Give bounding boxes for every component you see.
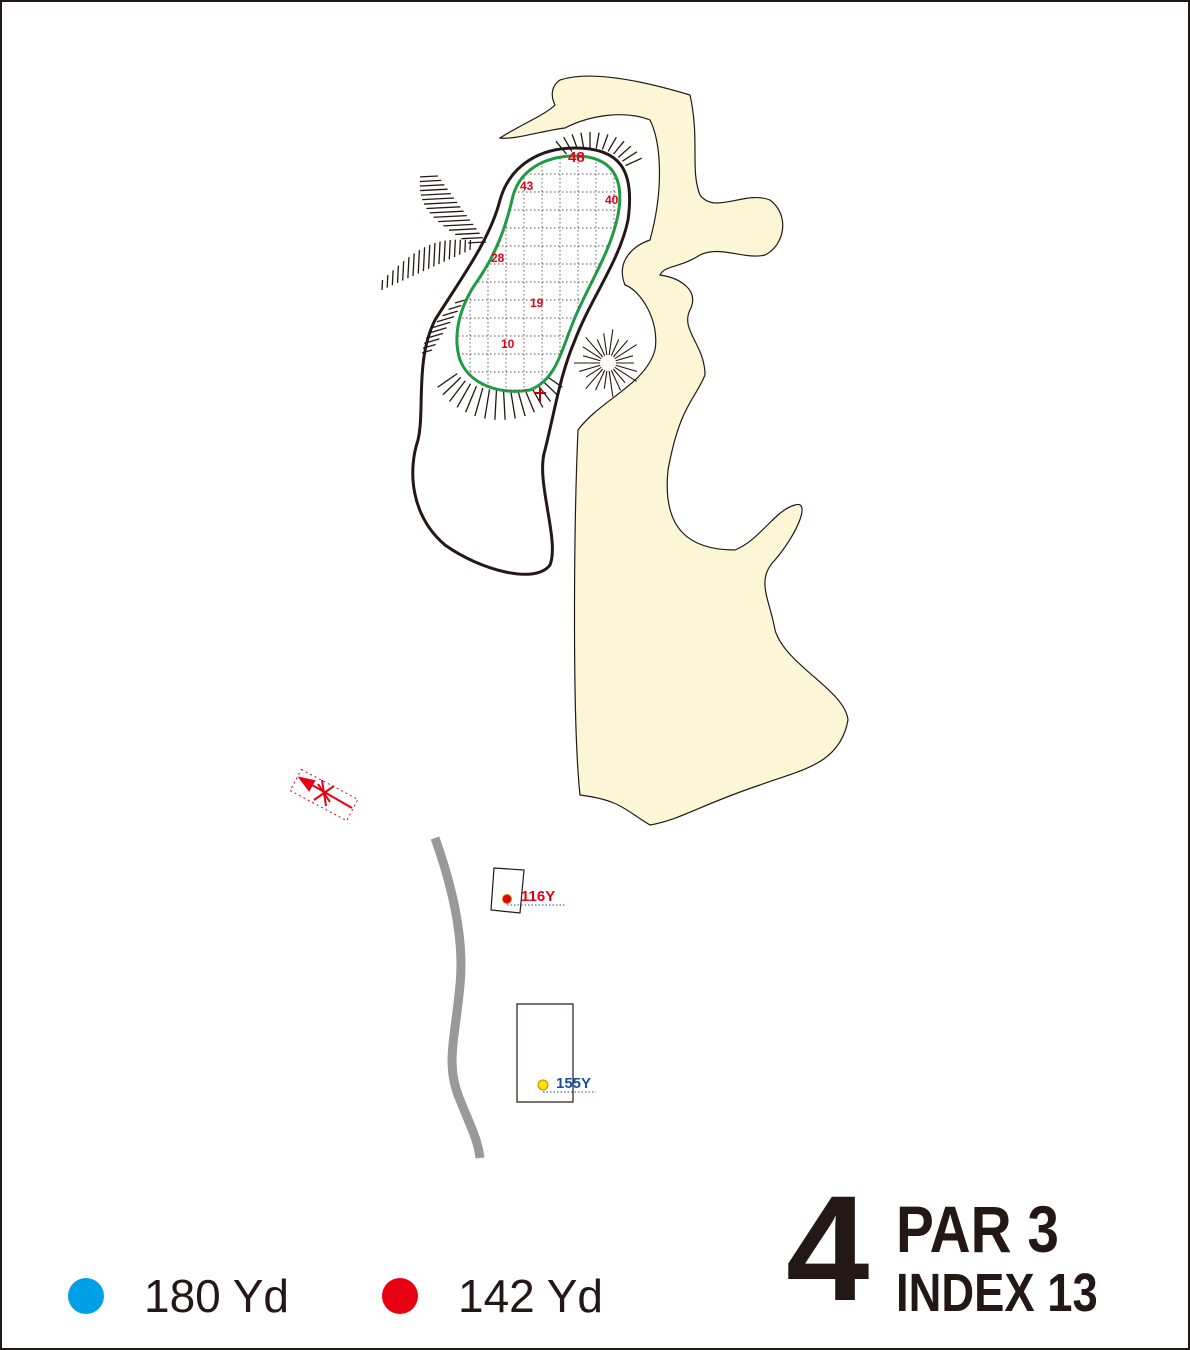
rough-area: [498, 75, 849, 826]
green-number-40: 40: [605, 193, 619, 207]
green-number-48: 48: [568, 149, 585, 166]
green-number-10: 10: [501, 337, 515, 351]
red-tee-dot-icon: [382, 1278, 418, 1314]
cart-path: [430, 836, 485, 1159]
red-tee-distance: 142 Yd: [458, 1270, 603, 1322]
green-number-19: 19: [530, 296, 544, 310]
pin-marker-icon: [534, 388, 546, 402]
hole-number: 4: [786, 1164, 869, 1332]
legend-red-tee: 142 Yd: [382, 1268, 603, 1324]
red-tee-marker-icon: [502, 894, 512, 904]
tree-icon: [574, 329, 637, 397]
legend-blue-tee: 180 Yd: [68, 1268, 289, 1324]
putting-green: [455, 154, 622, 393]
yellow-tee-marker-icon: [537, 1079, 549, 1091]
blue-tee-distance: 180 Yd: [144, 1270, 289, 1322]
hole-index: INDEX 13: [896, 1263, 1098, 1323]
green-number-43: 43: [520, 179, 534, 193]
green-number-28: 28: [491, 251, 505, 265]
blue-yardage-label: 155Y: [556, 1075, 591, 1092]
direction-arrow-icon: [289, 768, 359, 822]
red-tee-box: [490, 867, 525, 914]
red-yardage-label: 116Y: [521, 888, 555, 905]
blue-tee-dot-icon: [68, 1278, 104, 1314]
hole-par: PAR 3: [896, 1192, 1059, 1266]
